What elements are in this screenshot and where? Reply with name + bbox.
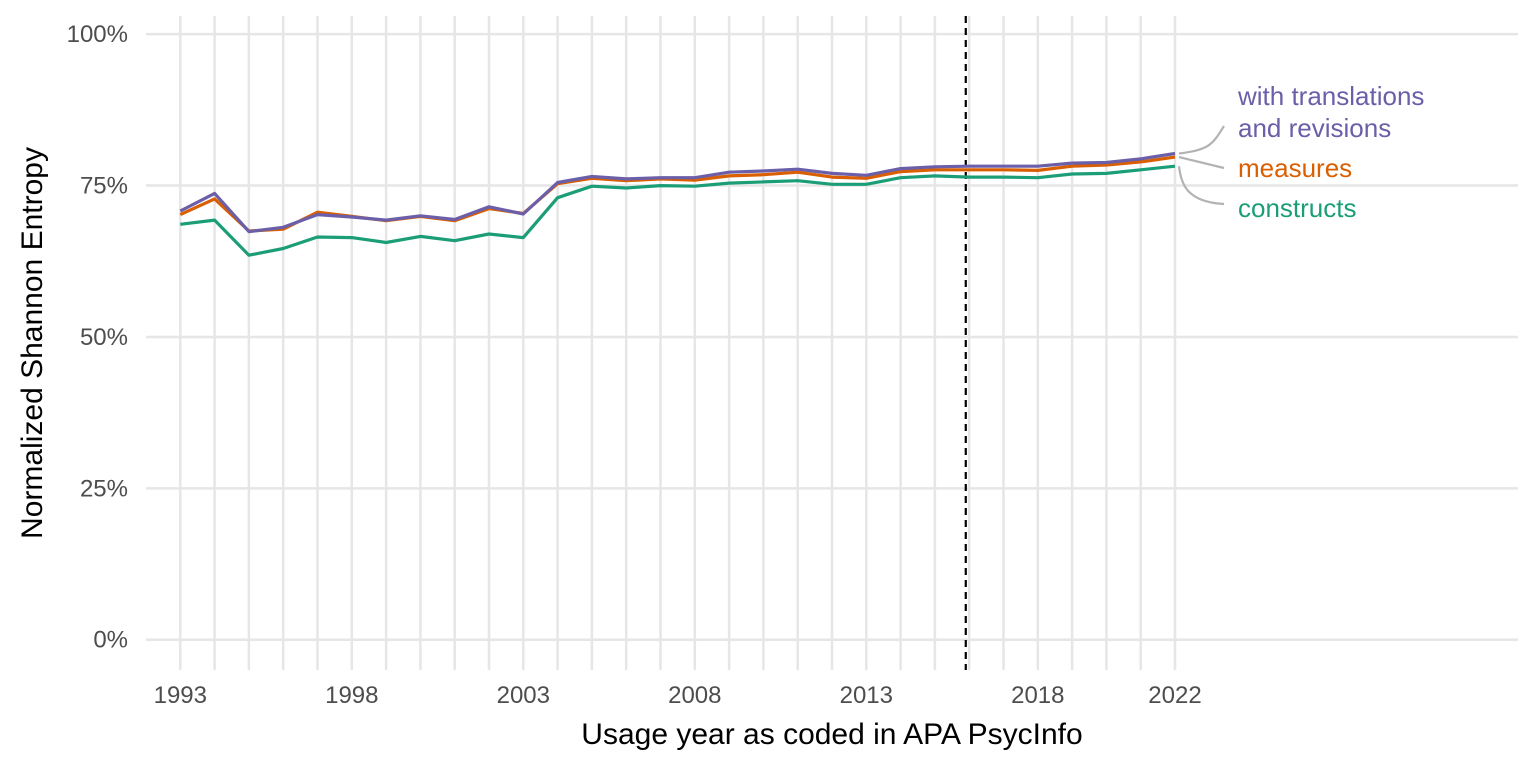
- series-line-2: [180, 164, 1176, 257]
- series-layer: [179, 151, 1176, 257]
- x-tick-label: 2022: [1148, 682, 1201, 709]
- label-leader-line: [1178, 156, 1225, 170]
- y-axis-title: Normalized Shannon Entropy: [16, 147, 49, 539]
- x-axis-title: Usage year as coded in APA PsycInfo: [581, 718, 1082, 751]
- x-tick-label: 1993: [154, 682, 207, 709]
- y-tick-label: 0%: [93, 627, 128, 654]
- label-leader-line: [1178, 125, 1225, 155]
- y-tick-label: 75%: [80, 173, 128, 200]
- y-tick-labels: 0% 25% 50% 75% 100%: [67, 21, 128, 654]
- series-label-0: and revisions: [1238, 113, 1391, 143]
- series-label-1: measures: [1238, 153, 1352, 183]
- y-tick-label: 100%: [67, 21, 128, 48]
- label-leader-line: [1177, 166, 1225, 206]
- x-tick-label: 2008: [668, 682, 721, 709]
- y-tick-label: 25%: [80, 475, 128, 502]
- x-tick-label: 2013: [840, 682, 893, 709]
- series-label-0: with translations: [1237, 81, 1424, 111]
- y-tick-label: 50%: [80, 324, 128, 351]
- x-tick-labels: 1993 1998 2003 2008 2013 2018 2022: [154, 682, 1202, 709]
- x-tick-label: 1998: [325, 682, 378, 709]
- x-tick-label: 2018: [1011, 682, 1064, 709]
- series-label-2: constructs: [1238, 193, 1357, 223]
- series-line-1: [179, 155, 1176, 233]
- grid: [146, 16, 1518, 670]
- series-line-0: [179, 151, 1176, 234]
- x-tick-label: 2003: [497, 682, 550, 709]
